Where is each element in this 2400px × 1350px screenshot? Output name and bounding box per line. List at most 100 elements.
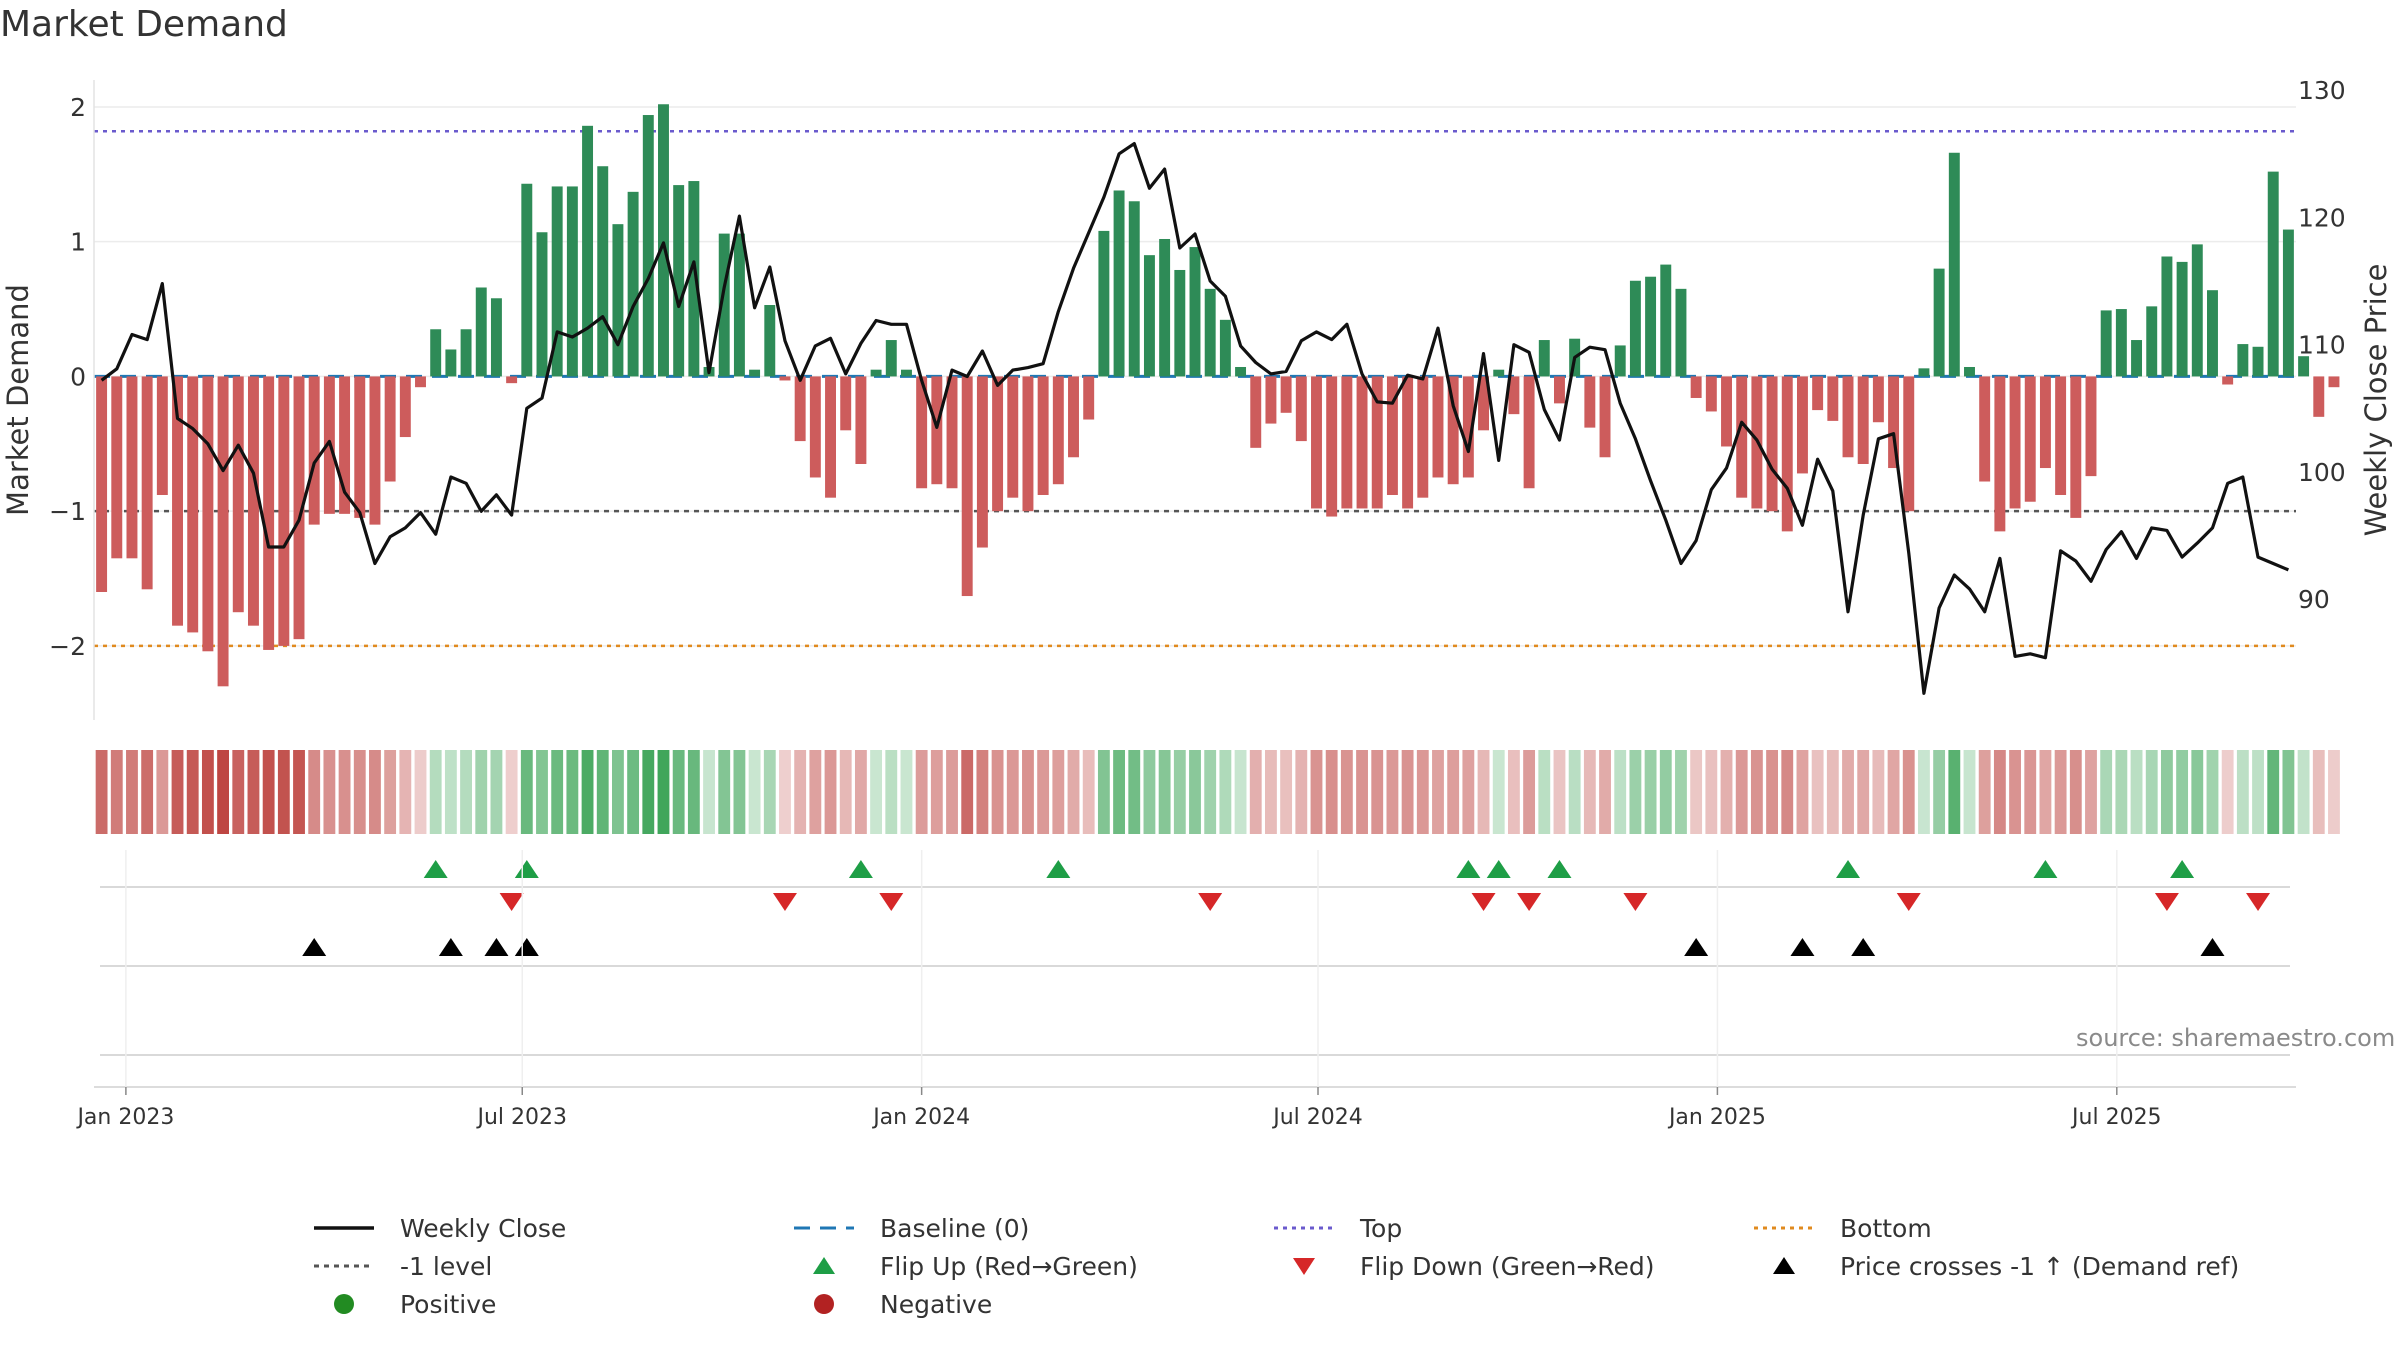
strip-cell	[1842, 750, 1854, 834]
demand-bar	[399, 376, 411, 438]
demand-bar	[247, 376, 259, 626]
demand-bar	[855, 376, 867, 464]
demand-bar	[232, 376, 244, 613]
demand-bar	[1766, 376, 1778, 512]
demand-bar	[1265, 376, 1277, 424]
strip-cell	[1523, 750, 1536, 834]
demand-bar	[2131, 340, 2143, 377]
legend: Weekly Close Baseline (0) Top Bottom -1 …	[0, 1210, 2400, 1330]
baseline-swatch-icon	[794, 1226, 854, 1230]
legend-positive: Positive	[314, 1286, 496, 1322]
legend-bottom-label: Bottom	[1840, 1213, 1932, 1243]
demand-bar	[1113, 190, 1125, 377]
strip-cell	[1993, 750, 2006, 834]
demand-bar	[536, 232, 548, 377]
demand-bar	[794, 376, 806, 442]
demand-bar	[1386, 376, 1398, 495]
x-tick-label: Jul 2023	[475, 1105, 567, 1130]
flip-down-marker	[879, 893, 904, 911]
strip-cell	[505, 750, 518, 834]
demand-bar	[931, 376, 943, 485]
demand-bar	[263, 376, 275, 650]
demand-bar	[506, 376, 518, 384]
strip-cell	[1766, 750, 1778, 834]
flip-up-marker	[1486, 860, 1511, 878]
strip-cell	[2115, 750, 2128, 834]
strip-cell	[171, 750, 184, 834]
demand-bar	[612, 224, 624, 377]
flip-up-marker	[1547, 860, 1572, 878]
strip-cell	[1371, 750, 1384, 834]
demand-bar	[2070, 376, 2082, 518]
strip-cell	[627, 750, 640, 834]
strip-cell	[475, 750, 488, 834]
strip-cell	[1462, 750, 1475, 834]
strip-cell	[2282, 750, 2295, 834]
demand-bar	[1341, 376, 1353, 509]
demand-bar	[1219, 319, 1231, 377]
demand-bar	[1007, 376, 1019, 498]
strip-cell	[277, 750, 290, 834]
demand-bar	[445, 349, 457, 377]
demand-bar	[1022, 376, 1034, 512]
strip-cell	[414, 750, 427, 834]
demand-bar	[2282, 229, 2294, 377]
strip-cell	[915, 750, 928, 834]
strip-cell	[2130, 750, 2143, 834]
demand-bar	[2267, 171, 2279, 377]
demand-bar	[1052, 376, 1064, 485]
demand-bar	[1918, 368, 1930, 377]
strip-cell	[2252, 750, 2264, 834]
demand-bar	[2039, 376, 2051, 469]
strip-cell	[2312, 750, 2325, 834]
strip-cell	[520, 750, 533, 834]
demand-bar	[2252, 346, 2264, 377]
strip-cell	[1158, 750, 1171, 834]
strip-cell	[581, 750, 594, 834]
strip-cell	[1052, 750, 1065, 834]
strip-cell	[247, 750, 260, 834]
demand-bar	[673, 185, 685, 377]
demand-bar	[1326, 376, 1338, 517]
legend-price-cross-label: Price crosses -1 ↑ (Demand ref)	[1840, 1251, 2240, 1281]
strip-cell	[1416, 750, 1429, 834]
demand-bar	[2191, 244, 2203, 377]
strip-cell	[1477, 750, 1490, 834]
legend-flip-down-label: Flip Down (Green→Red)	[1360, 1251, 1655, 1281]
demand-bar	[2237, 344, 2249, 377]
demand-bar	[1675, 288, 1687, 377]
demand-bar	[1204, 288, 1216, 377]
demand-bar	[1554, 376, 1565, 404]
strip-cell	[718, 750, 731, 834]
strip-cell	[338, 750, 351, 834]
strip-cell	[2009, 750, 2021, 834]
demand-bar	[900, 369, 912, 377]
demand-bar	[627, 191, 639, 377]
legend-weekly-close: Weekly Close	[314, 1210, 566, 1246]
y-tick-label: 2	[70, 93, 86, 122]
demand-bar	[1235, 366, 1247, 377]
legend-negative: Negative	[794, 1286, 992, 1322]
strip-cell	[1978, 750, 1991, 834]
strip-cell	[186, 750, 199, 834]
price-cross-marker	[1851, 938, 1876, 956]
strip-cell	[596, 750, 609, 834]
demand-bar	[1872, 376, 1884, 423]
strip-cell	[232, 750, 245, 834]
demand-bar	[642, 115, 654, 377]
strip-cell	[2100, 750, 2113, 834]
strip-cell	[1735, 750, 1748, 834]
strip-cell	[353, 750, 366, 834]
y2-tick-label: 120	[2298, 203, 2346, 232]
demand-bar	[551, 186, 563, 377]
weekly-close-swatch-icon	[314, 1226, 374, 1230]
demand-bar	[1523, 376, 1535, 489]
strip-cell	[1826, 750, 1839, 834]
demand-bar	[1174, 269, 1186, 377]
demand-bar	[217, 376, 229, 687]
bottom-swatch-icon	[1754, 1226, 1814, 1230]
strip-cell	[1189, 750, 1201, 834]
strip-cell	[1280, 750, 1293, 834]
strip-cell	[657, 750, 670, 834]
demand-bar	[2313, 376, 2325, 417]
